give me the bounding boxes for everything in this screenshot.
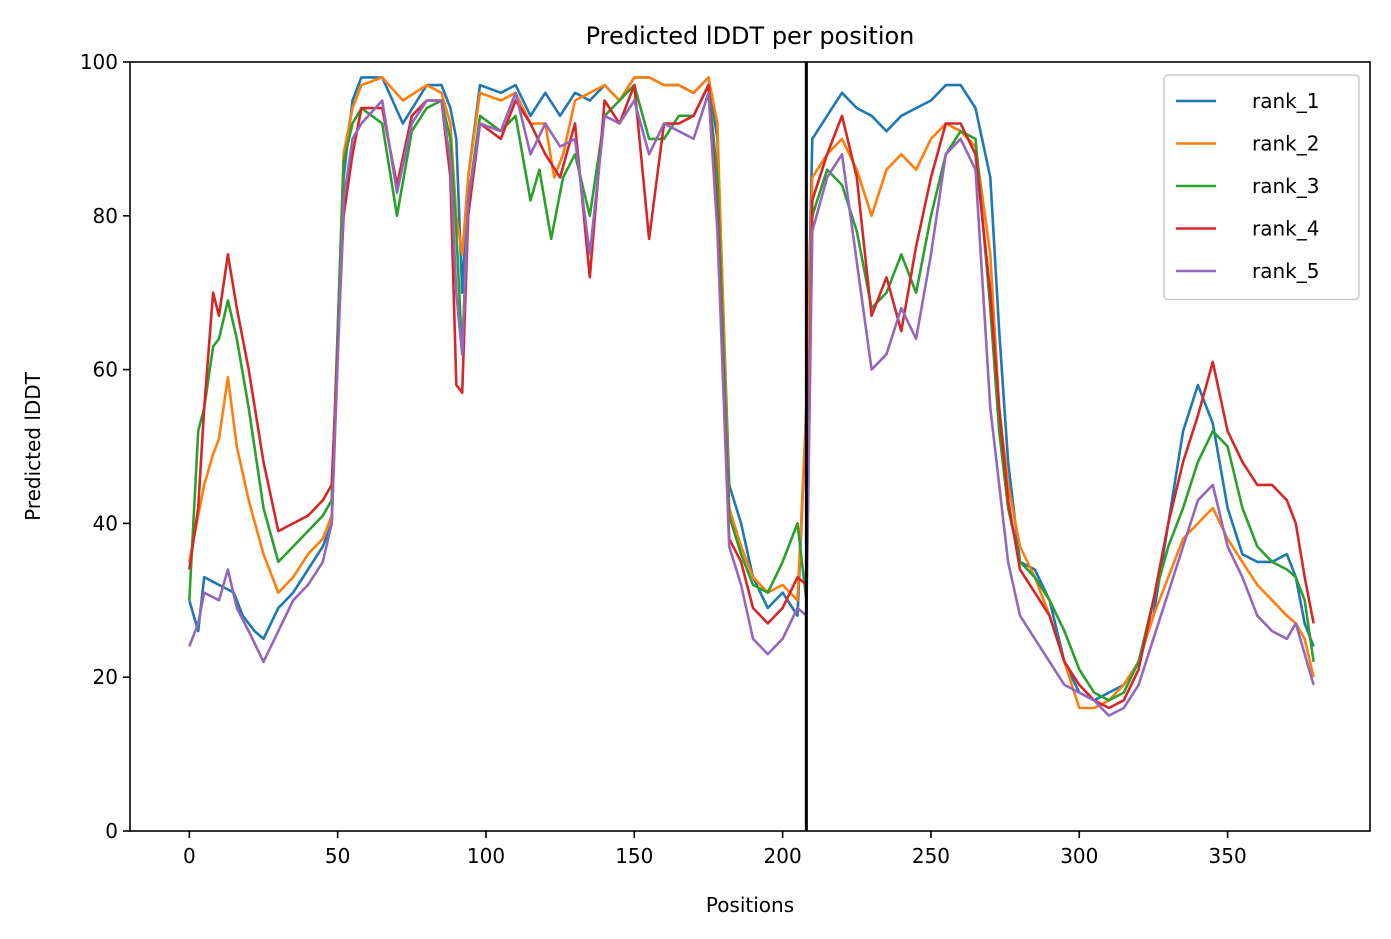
y-tick-label: 100: [80, 50, 118, 74]
x-tick-label: 50: [325, 844, 350, 868]
x-tick-label: 100: [467, 844, 505, 868]
series-line-rank-4: [188, 83, 1315, 710]
series-line-rank-2: [188, 76, 1315, 710]
x-tick-label: 0: [183, 844, 196, 868]
x-axis-ticks: 0 50 100 150 200 250 300 350: [183, 831, 1247, 868]
x-tick-label: 150: [615, 844, 653, 868]
y-tick-label: 80: [93, 204, 118, 228]
legend-label: rank_5: [1252, 259, 1319, 283]
plot-content: [188, 62, 1315, 831]
x-tick-label: 250: [912, 844, 950, 868]
series-line-rank-5: [188, 91, 1315, 717]
legend: rank_1 rank_2 rank_3 rank_4 rank_5: [1163, 74, 1360, 301]
series-line-rank-3: [188, 83, 1315, 702]
y-tick-label: 40: [93, 511, 118, 535]
y-tick-label: 0: [105, 819, 118, 843]
legend-label: rank_2: [1252, 132, 1319, 156]
legend-box: [1163, 74, 1360, 301]
legend-label: rank_1: [1252, 89, 1319, 113]
x-tick-label: 300: [1060, 844, 1098, 868]
x-axis-title: Positions: [706, 893, 794, 917]
legend-label: rank_3: [1252, 174, 1319, 198]
y-axis-title: Predicted lDDT: [21, 371, 45, 521]
chart-title: Predicted lDDT per position: [586, 22, 915, 50]
y-axis-ticks: 0 20 40 60 80 100: [80, 50, 130, 843]
legend-label: rank_4: [1252, 217, 1319, 241]
y-tick-label: 60: [93, 358, 118, 382]
y-tick-label: 20: [93, 665, 118, 689]
plot-frame: [129, 61, 1371, 832]
x-tick-label: 350: [1209, 844, 1247, 868]
x-tick-label: 200: [764, 844, 802, 868]
